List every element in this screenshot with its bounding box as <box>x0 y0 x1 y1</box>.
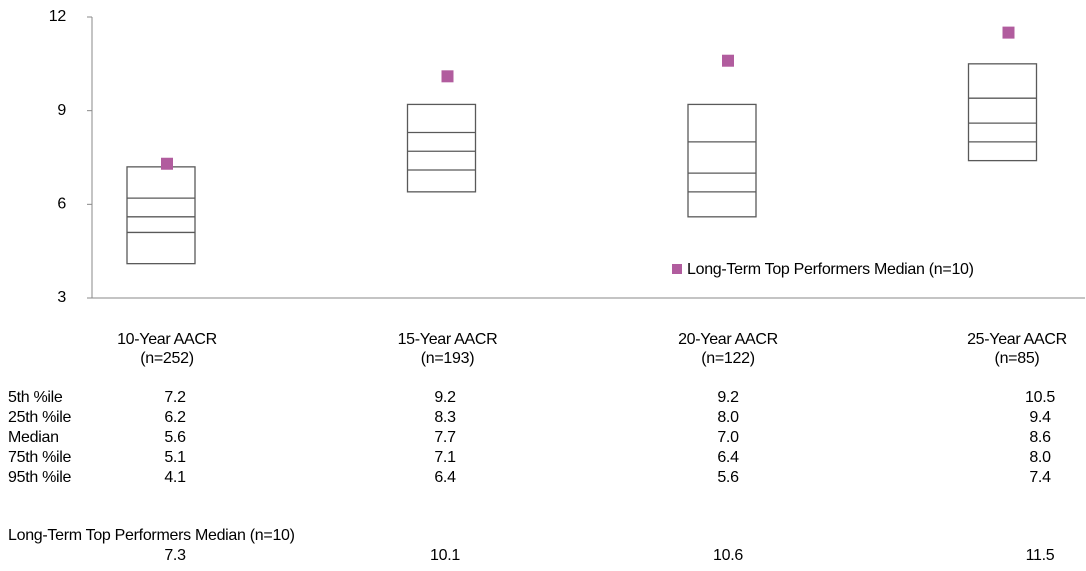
table-value: 7.7 <box>434 429 456 446</box>
percentile-box <box>406 103 477 193</box>
table-value: 9.2 <box>717 389 739 406</box>
table-value: 9.2 <box>434 389 456 406</box>
table-value: 4.1 <box>164 469 186 486</box>
table-value: 10.6 <box>713 547 743 564</box>
legend-marker <box>672 264 682 274</box>
table-value: 7.2 <box>164 389 186 406</box>
table-value: 8.6 <box>1029 429 1051 446</box>
y-tick-label: 12 <box>49 8 67 25</box>
x-tick-label: 25-Year AACR <box>967 331 1067 348</box>
table-value: 5.6 <box>717 469 739 486</box>
table-value: 6.2 <box>164 409 186 426</box>
y-tick-label: 3 <box>57 289 66 306</box>
x-tick-label: 15-Year AACR <box>398 331 498 348</box>
table-value: 6.4 <box>717 449 739 466</box>
table-value: 7.0 <box>717 429 739 446</box>
table-value: 9.4 <box>1029 409 1051 426</box>
table-value: 7.3 <box>164 547 186 564</box>
row-label: 5th %ile <box>8 389 63 406</box>
marker <box>1002 26 1015 39</box>
y-tick-label: 6 <box>57 196 66 213</box>
table-value: 8.0 <box>717 409 739 426</box>
table-value: 5.6 <box>164 429 186 446</box>
legend-label: Long-Term Top Performers Median (n=10) <box>687 261 974 278</box>
table-value: 7.4 <box>1029 469 1051 486</box>
x-tick-count: (n=122) <box>701 350 755 367</box>
x-tick-count: (n=85) <box>995 350 1040 367</box>
table-value: 8.0 <box>1029 449 1051 466</box>
table-value: 10.1 <box>430 547 460 564</box>
table-value: 7.1 <box>434 449 456 466</box>
x-tick-count: (n=252) <box>140 350 194 367</box>
y-tick-label: 9 <box>57 102 66 119</box>
table-value: 6.4 <box>434 469 456 486</box>
x-tick-label: 20-Year AACR <box>678 331 778 348</box>
table-value: 11.5 <box>1026 547 1055 564</box>
row-label: Median <box>8 429 59 446</box>
percentile-box <box>126 166 196 265</box>
x-tick-label: 10-Year AACR <box>117 331 217 348</box>
table-value: 8.3 <box>434 409 456 426</box>
marker <box>722 54 734 67</box>
row-label: 75th %ile <box>8 449 72 466</box>
row-label: Long-Term Top Performers Median (n=10) <box>8 527 295 544</box>
percentile-box <box>967 63 1038 162</box>
marker <box>441 70 454 83</box>
row-label: 25th %ile <box>8 409 72 426</box>
table-value: 10.5 <box>1025 389 1055 406</box>
x-tick-count: (n=193) <box>421 350 475 367</box>
percentile-box <box>687 103 757 218</box>
marker <box>161 157 173 170</box>
row-label: 95th %ile <box>8 469 72 486</box>
table-value: 5.1 <box>164 449 186 466</box>
